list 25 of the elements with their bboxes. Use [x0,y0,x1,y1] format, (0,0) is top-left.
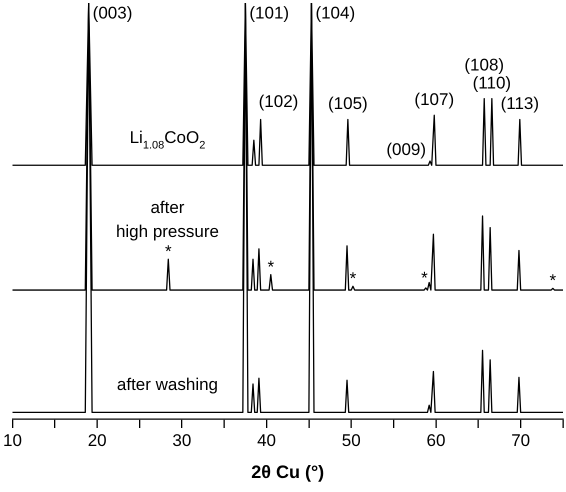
series-label: after washing [116,375,218,394]
annotation: * [550,271,557,290]
annotation: * [164,242,172,261]
x-tick-label: 40 [257,430,276,450]
annotation: (009) [386,140,426,159]
annotation: (107) [414,90,454,110]
x-tick-label: 20 [88,430,107,450]
x-axis-title: 2θ Cu (°) [251,462,324,482]
annotation: (104) [315,4,356,23]
annotation: * [350,268,357,288]
x-tick-label: 70 [511,430,530,450]
annotation: (105) [328,94,368,114]
series-label: after high pressure [116,198,219,241]
x-tick-label: 10 [2,430,22,450]
annotation: (101) [249,4,290,23]
x-tick-label: 30 [172,430,192,450]
annotation: (102) [258,92,298,112]
annotation: (110) [472,73,512,92]
x-tick-label: 60 [426,430,446,450]
annotation: (113) [500,94,540,114]
x-tick-label: 50 [342,430,361,450]
annotation: (108) [464,55,504,74]
annotation: (003) [92,4,132,23]
annotation: * [421,268,428,288]
annotation: * [267,257,274,276]
